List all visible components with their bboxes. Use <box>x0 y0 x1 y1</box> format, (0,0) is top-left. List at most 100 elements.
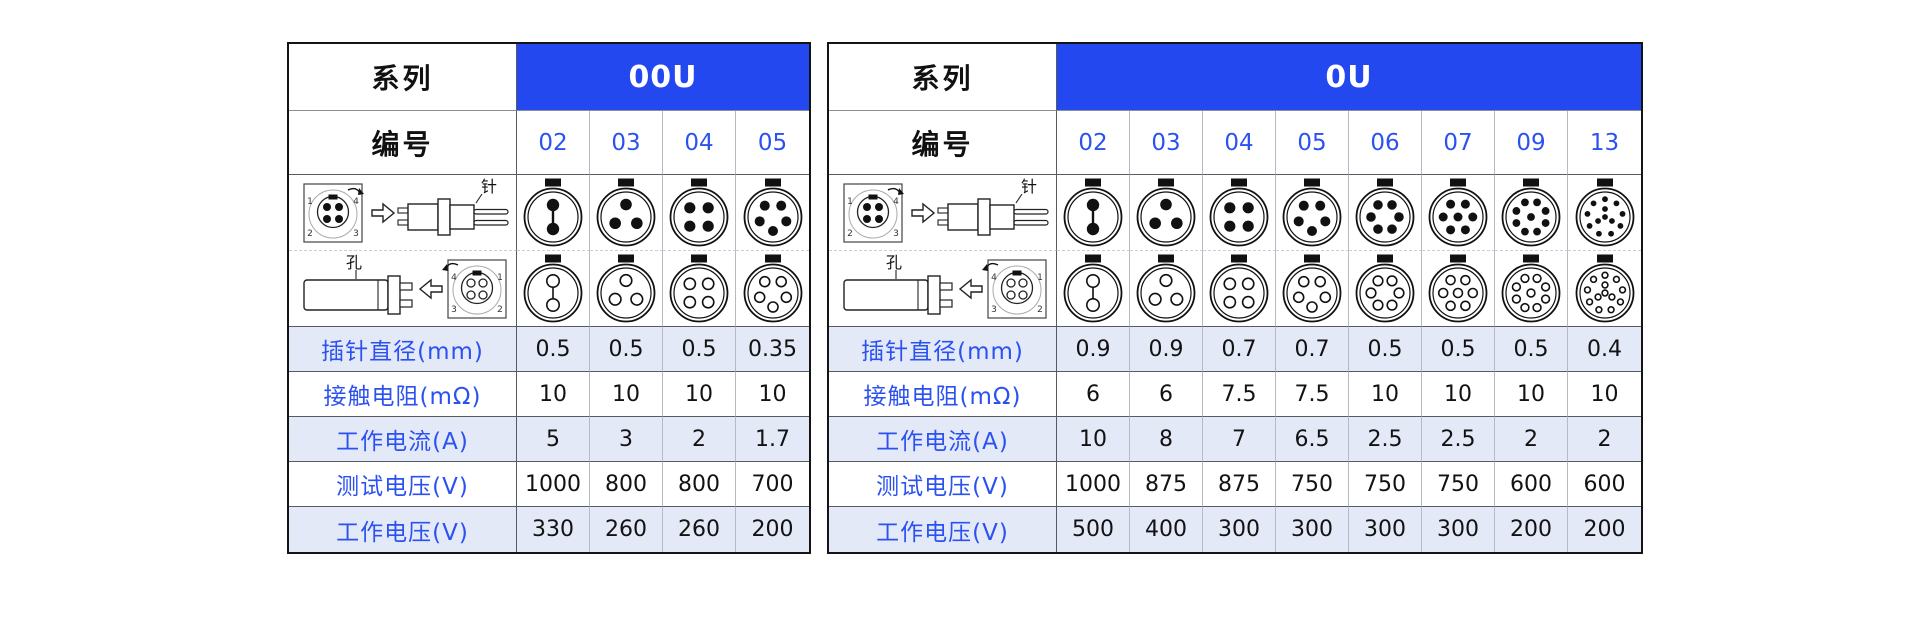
socket-hole <box>1223 295 1237 309</box>
socket-hole <box>1606 305 1615 313</box>
spec-value-text: 0.5 <box>1367 336 1403 362</box>
pin-face-cell <box>1057 175 1130 251</box>
spec-value-text: 7.5 <box>1294 381 1330 407</box>
spec-row-label: 接触电阻(mΩ) <box>829 372 1057 417</box>
face-outer-ring <box>1282 187 1342 246</box>
contact-pin <box>1438 212 1448 221</box>
socket-barrel <box>302 278 389 311</box>
socket-hole <box>1445 300 1456 311</box>
arrow-left-icon <box>958 278 983 299</box>
mini-pin <box>322 202 331 211</box>
contact-pin <box>780 215 791 226</box>
socket-face-icon <box>743 254 802 322</box>
contact-pin <box>1373 199 1383 210</box>
socket-hole <box>1511 281 1522 292</box>
mini-socket-hole <box>477 277 488 288</box>
contact-pin <box>1584 210 1590 217</box>
spec-value-text: 0.5 <box>1440 336 1476 362</box>
face-inner-ring <box>600 266 652 319</box>
pin-number: 4 <box>991 273 997 283</box>
contact-pin <box>1608 217 1615 224</box>
contact-pin <box>1320 215 1331 226</box>
contact-pin <box>754 215 765 226</box>
spec-value-text: 1.7 <box>755 426 790 452</box>
face-inner-ring <box>1140 266 1192 319</box>
pin-number: 3 <box>991 305 997 315</box>
spec-value-text: 6 <box>1159 381 1173 407</box>
contact-pin <box>1533 227 1541 235</box>
spec-value-text: 330 <box>532 517 574 542</box>
socket-hole <box>1600 280 1609 289</box>
spec-value: 2.5 <box>1422 417 1495 462</box>
pin-face-icon <box>1063 178 1123 246</box>
spec-value: 0.5 <box>590 327 663 372</box>
pin-number: 3 <box>353 229 359 239</box>
contact-pin <box>1460 224 1470 234</box>
socket-hole <box>1319 291 1332 303</box>
pin-face-icon <box>1575 178 1634 246</box>
spec-value-text: 7.5 <box>1221 381 1257 407</box>
socket-hole <box>1292 291 1305 303</box>
plug-contact <box>936 218 949 226</box>
spec-value-text: 260 <box>678 517 720 542</box>
key-tab <box>618 178 634 186</box>
pin-face-icon <box>1355 178 1415 246</box>
spec-row-label: 工作电压(V) <box>289 507 517 552</box>
contact-pin <box>1149 216 1161 229</box>
mini-socket-hole <box>465 289 476 300</box>
plug-prong <box>1012 208 1049 215</box>
socket-face-icon <box>1575 254 1634 322</box>
pin-side-label: 针 <box>1020 177 1036 196</box>
code-number-text: 09 <box>1516 129 1546 156</box>
spec-value-text: 0.9 <box>1075 336 1111 362</box>
code-number-text: 04 <box>1224 129 1254 156</box>
spec-value-text: 6.5 <box>1294 426 1330 452</box>
socket-tab <box>938 298 953 308</box>
code-number: 04 <box>663 111 736 175</box>
contact-pin <box>1171 216 1183 229</box>
key-tab <box>1158 254 1174 262</box>
contact-pin <box>1586 222 1592 229</box>
code-number-text: 06 <box>1370 129 1400 156</box>
spec-row-label: 插针直径(mm) <box>829 327 1057 372</box>
contact-pin <box>1590 199 1596 206</box>
spec-value: 5 <box>517 417 590 462</box>
contact-pin <box>1594 217 1601 224</box>
socket-hole <box>1159 273 1173 287</box>
face-outer-ring <box>1355 263 1415 322</box>
spec-value: 0.5 <box>1349 327 1422 372</box>
face-outer-ring <box>669 263 729 322</box>
contact-pin <box>702 220 714 232</box>
code-number-text: 02 <box>538 129 568 156</box>
socket-hole <box>683 276 697 290</box>
key-tab <box>1377 254 1393 262</box>
socket-hole <box>780 291 792 303</box>
series-banner-text: 0U <box>1325 59 1373 95</box>
pin-face-icon <box>1501 178 1561 246</box>
socket-hole <box>1600 288 1609 297</box>
label-leader-line <box>475 193 482 203</box>
contact-pin <box>1394 211 1404 222</box>
pin-side-diagram: 1 4 2 3 针 <box>842 177 1049 243</box>
socket-hole <box>1086 297 1100 312</box>
spec-value: 0.7 <box>1203 327 1276 372</box>
face-inner-ring <box>1140 190 1192 243</box>
spec-value: 0.9 <box>1057 327 1130 372</box>
socket-hole <box>766 300 779 313</box>
code-header-text: 编号 <box>911 127 974 161</box>
spec-value-text: 300 <box>1291 517 1333 542</box>
key-tab <box>1231 254 1247 262</box>
socket-face-cell <box>517 251 590 327</box>
pin-number: 2 <box>1037 305 1043 315</box>
spec-value-text: 1000 <box>525 471 581 497</box>
face-outer-ring <box>1282 263 1342 322</box>
spec-row-label-text: 工作电压(V) <box>876 519 1009 546</box>
socket-hole <box>1540 293 1551 304</box>
pin-face-icon <box>1136 178 1196 246</box>
face-inner-ring <box>1505 190 1557 243</box>
key-tab <box>1377 178 1393 186</box>
key-tab <box>764 254 781 262</box>
spec-row-label-text: 测试电压(V) <box>336 474 469 500</box>
socket-hole <box>1618 285 1626 294</box>
